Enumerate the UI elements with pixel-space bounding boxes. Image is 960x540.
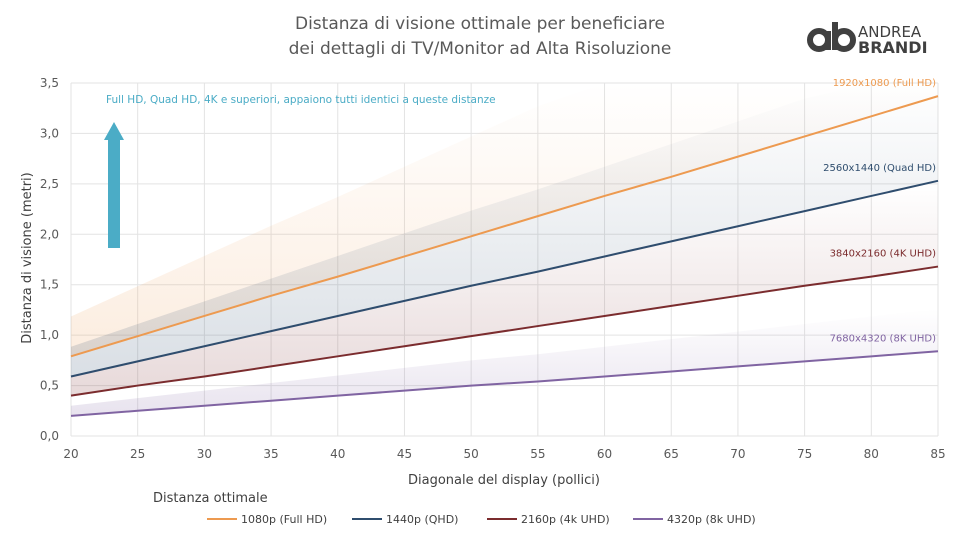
y-tick-label: 3,0 <box>40 126 59 140</box>
x-tick-label: 65 <box>664 447 679 461</box>
x-tick-label: 80 <box>864 447 879 461</box>
legend-title: Distanza ottimale <box>153 491 268 506</box>
x-tick-label: 20 <box>63 447 78 461</box>
x-tick-label: 40 <box>330 447 345 461</box>
x-axis-label: Diagonale del display (pollici) <box>408 473 600 488</box>
x-tick-label: 55 <box>530 447 545 461</box>
logo: ANDREA BRANDI <box>807 22 928 56</box>
series-line <box>70 265 939 397</box>
y-tick-label: 0,0 <box>40 429 59 443</box>
x-tick-label: 35 <box>263 447 278 461</box>
logo-line1: ANDREA <box>858 23 922 41</box>
y-tick-label: 1,5 <box>40 278 59 292</box>
y-tick-label: 2,5 <box>40 177 59 191</box>
chart-title: Distanza di visione ottimale per benefic… <box>0 12 960 62</box>
series-line <box>70 350 939 417</box>
series-end-label: 7680x4320 (8K UHD) <box>830 333 937 344</box>
legend-item: 4320p (8k UHD) <box>667 513 756 526</box>
x-tick-label: 85 <box>930 447 945 461</box>
legend: 1080p (Full HD) 1440p (QHD) 2160p (4k UHD)… <box>207 513 756 526</box>
y-axis-label: Distanza di visione (metri) <box>20 172 35 344</box>
y-tick-label: 0,5 <box>40 379 59 393</box>
series-shade <box>71 83 938 377</box>
x-tick-label: 60 <box>597 447 612 461</box>
title-line-2: dei dettagli di TV/Monitor ad Alta Risol… <box>288 39 672 59</box>
series-line <box>70 179 939 378</box>
up-arrow-icon <box>104 122 124 248</box>
series-end-label: 3840x2160 (4K UHD) <box>830 249 937 260</box>
x-tick-label: 70 <box>730 447 745 461</box>
x-tick-label: 75 <box>797 447 812 461</box>
series-end-label: 2560x1440 (Quad HD) <box>823 163 936 174</box>
series-shade <box>71 181 938 396</box>
legend-item: 1080p (Full HD) <box>241 513 327 526</box>
logo-line2: BRANDI <box>858 38 928 56</box>
series-line <box>70 95 939 358</box>
legend-item: 2160p (4k UHD) <box>521 513 610 526</box>
title-line-1: Distanza di visione ottimale per benefic… <box>294 14 665 34</box>
y-tick-label: 3,5 <box>40 76 59 90</box>
x-tick-label: 30 <box>197 447 212 461</box>
series-shade <box>71 308 938 416</box>
y-tick-label: 2,0 <box>40 227 59 241</box>
x-tick-label: 50 <box>464 447 479 461</box>
series-end-label: 1920x1080 (Full HD) <box>833 78 936 89</box>
x-tick-label: 25 <box>130 447 145 461</box>
annotation: Full HD, Quad HD, 4K e superiori, appaio… <box>106 94 496 106</box>
x-tick-label: 45 <box>397 447 412 461</box>
y-tick-label: 1,0 <box>40 328 59 342</box>
legend-item: 1440p (QHD) <box>386 513 458 526</box>
